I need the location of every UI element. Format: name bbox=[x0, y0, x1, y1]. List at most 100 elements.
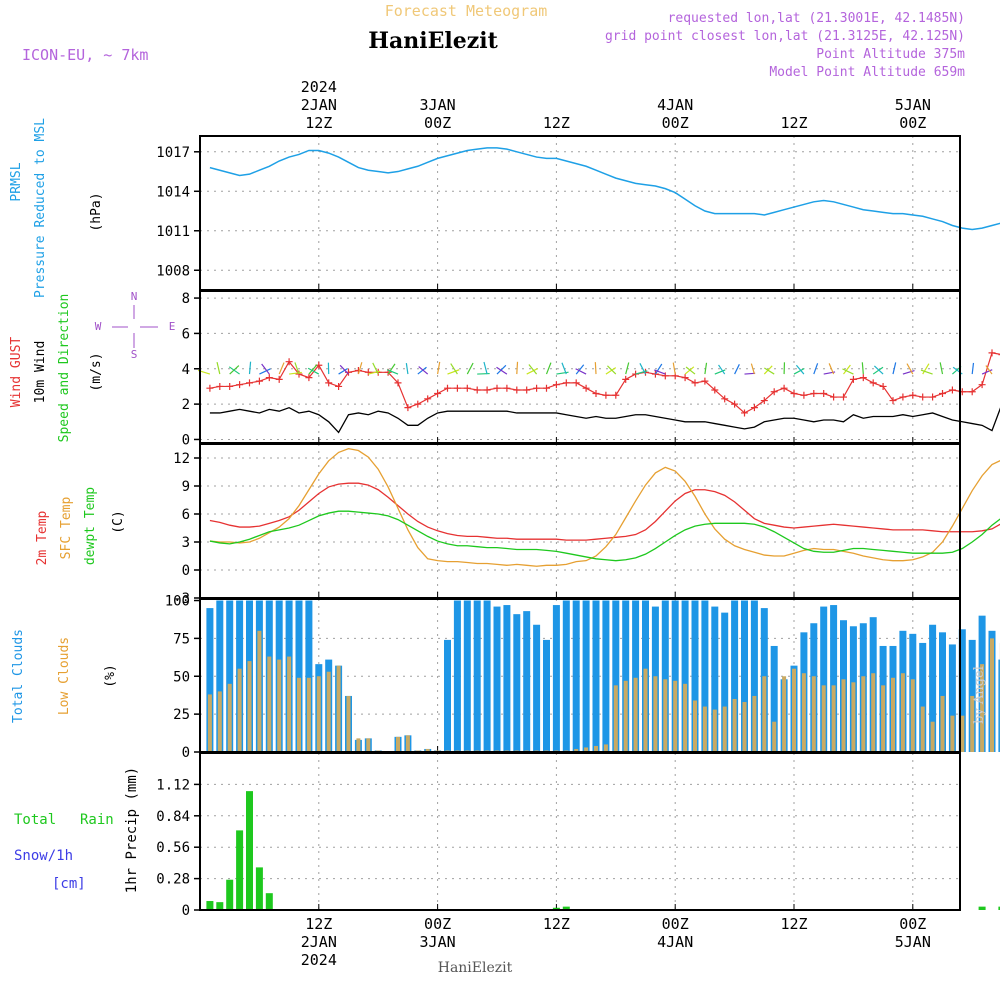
y-tick-label: 3 bbox=[182, 535, 190, 551]
precip-frame bbox=[200, 753, 960, 910]
total-clouds-bar bbox=[494, 607, 501, 752]
wind-gust-point bbox=[256, 378, 263, 385]
bottom-year-label: 2024 bbox=[301, 951, 337, 969]
compass-rose bbox=[112, 305, 158, 348]
compass-n: N bbox=[131, 290, 138, 303]
wind-direction-arrow bbox=[862, 362, 863, 374]
y-tick-label: 1008 bbox=[156, 263, 190, 279]
wind-gust-point bbox=[553, 381, 560, 388]
total-clouds-bar bbox=[513, 614, 520, 752]
temp-2m-label: 2m Temp bbox=[35, 510, 50, 565]
total-clouds-bar bbox=[602, 601, 609, 752]
super-title: Forecast Meteogram bbox=[385, 2, 548, 20]
wind-gust-point bbox=[533, 385, 540, 392]
wind-direction-arrow bbox=[217, 362, 220, 374]
top-hour-label: 00Z bbox=[662, 114, 689, 132]
wind-gust-point bbox=[929, 394, 936, 401]
total-clouds-bar bbox=[553, 605, 560, 752]
wind-direction-arrow bbox=[467, 363, 473, 374]
precip-axis-title: 1hr Precip (mm) bbox=[124, 767, 140, 893]
top-date-label: 2JAN bbox=[301, 96, 337, 114]
precip-bar bbox=[206, 901, 213, 910]
low-clouds-bar bbox=[743, 702, 747, 752]
wind-direction-arrow bbox=[735, 364, 740, 374]
low-clouds-bar bbox=[723, 707, 727, 752]
wind-gust-point bbox=[226, 383, 233, 390]
top-hour-label: 12Z bbox=[780, 114, 807, 132]
bottom-hour-label: 12Z bbox=[543, 915, 570, 933]
total-clouds-bar bbox=[573, 601, 580, 752]
y-tick-label: 75 bbox=[173, 631, 190, 647]
wind-gust-point bbox=[870, 379, 877, 386]
total-clouds-bar bbox=[503, 605, 510, 752]
precip-rain-label: Rain bbox=[80, 812, 114, 828]
wind-gust-point bbox=[612, 392, 619, 399]
total-clouds-bar bbox=[533, 625, 540, 752]
wind-gust-series-line bbox=[210, 302, 1000, 413]
precip-bar bbox=[266, 893, 273, 910]
low-clouds-bar bbox=[921, 707, 925, 752]
wind-gust-point bbox=[236, 381, 243, 388]
bottom-date-label: 4JAN bbox=[657, 933, 693, 951]
pressure-series-line bbox=[210, 148, 1000, 274]
low-clouds-bar bbox=[713, 710, 717, 752]
point-altitude: Point Altitude 375m bbox=[816, 47, 965, 62]
model-name: ICON-EU, ~ 7km bbox=[22, 46, 148, 64]
wind-gust-point bbox=[820, 390, 827, 397]
plot-area: 100810111014101702468-303691202550751000… bbox=[9, 78, 1000, 969]
wind-gust-point bbox=[494, 385, 501, 392]
y-tick-label: 0.84 bbox=[156, 809, 190, 825]
wind-gust-point bbox=[919, 394, 926, 401]
total-clouds-bar bbox=[543, 640, 550, 752]
low-clouds-bar bbox=[703, 707, 707, 752]
low-clouds-bar bbox=[871, 673, 875, 752]
temp-dewpt-label: dewpt Temp bbox=[83, 487, 98, 565]
bottom-hour-label: 00Z bbox=[899, 915, 926, 933]
low-clouds-bar bbox=[248, 661, 252, 752]
total-clouds-bar bbox=[444, 640, 451, 752]
wind-gust-point bbox=[543, 385, 550, 392]
top-hour-label: 00Z bbox=[424, 114, 451, 132]
wind-gust-point bbox=[810, 390, 817, 397]
grid-point-coords: grid point closest lon,lat (21.3125E, 42… bbox=[605, 29, 965, 44]
low-clouds-bar bbox=[624, 681, 628, 752]
wind-gust-point bbox=[682, 374, 689, 381]
2m-temp-series-line bbox=[210, 482, 1000, 556]
compass-e: E bbox=[169, 320, 176, 333]
low-clouds-bar bbox=[297, 678, 301, 752]
wind-gust-point bbox=[335, 383, 342, 390]
wind-gust-label: Wind GUST bbox=[9, 337, 24, 408]
bottom-hour-label: 00Z bbox=[424, 915, 451, 933]
model-altitude: Model Point Altitude 659m bbox=[769, 65, 965, 80]
low-clouds-bar bbox=[356, 738, 360, 752]
low-clouds-bar bbox=[792, 669, 796, 752]
top-year-label: 2024 bbox=[301, 78, 337, 96]
wind-gust-point bbox=[266, 374, 273, 381]
total-clouds-bar bbox=[583, 601, 590, 752]
precip-bar bbox=[236, 830, 243, 910]
wind-gust-point bbox=[692, 379, 699, 386]
wind-gust-point bbox=[791, 390, 798, 397]
total-clouds-bar bbox=[454, 601, 461, 752]
footer-location: HaniElezit bbox=[438, 960, 513, 976]
y-tick-label: 8 bbox=[182, 291, 190, 307]
y-tick-label: 0.28 bbox=[156, 872, 190, 888]
wind-gust-point bbox=[563, 379, 570, 386]
wind-gust-point bbox=[503, 385, 510, 392]
temperature-frame bbox=[200, 444, 960, 598]
y-tick-label: 12 bbox=[173, 451, 190, 467]
low-clouds-bar bbox=[950, 716, 954, 752]
wind-direction-arrow bbox=[940, 362, 942, 374]
temp-unit: (C) bbox=[111, 510, 126, 533]
low-clouds-bar bbox=[683, 684, 687, 752]
low-clouds-bar bbox=[396, 737, 400, 752]
dewpt-temp-series-line bbox=[210, 511, 1000, 592]
wind-gust-point bbox=[880, 383, 887, 390]
low-clouds-bar bbox=[287, 657, 291, 752]
total-clouds-bar bbox=[563, 601, 570, 752]
wind-gust-point bbox=[513, 386, 520, 393]
low-clouds-bar bbox=[366, 738, 370, 752]
wind-direction-arrow bbox=[250, 362, 251, 374]
